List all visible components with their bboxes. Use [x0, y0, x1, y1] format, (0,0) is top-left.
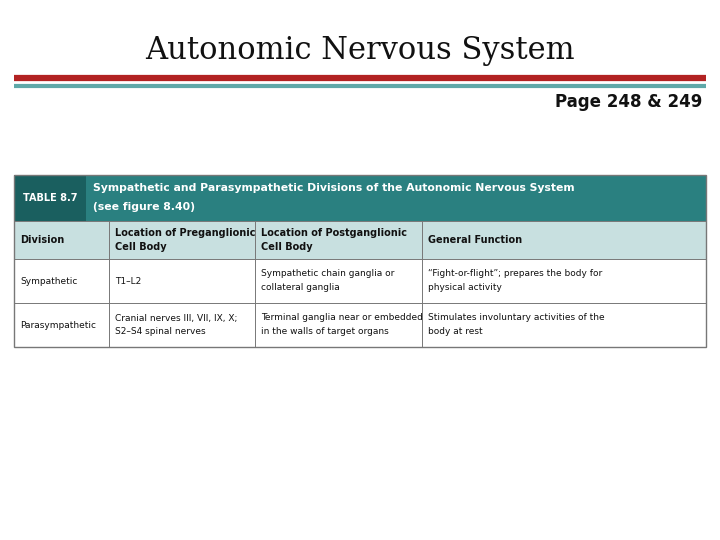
Text: Sympathetic chain ganglia or: Sympathetic chain ganglia or	[261, 269, 395, 279]
Text: Stimulates involuntary activities of the: Stimulates involuntary activities of the	[428, 314, 605, 322]
Text: body at rest: body at rest	[428, 327, 482, 336]
Text: “Fight-or-flight”; prepares the body for: “Fight-or-flight”; prepares the body for	[428, 269, 602, 279]
Text: Terminal ganglia near or embedded: Terminal ganglia near or embedded	[261, 314, 423, 322]
Text: (see figure 8.40): (see figure 8.40)	[93, 202, 195, 212]
Text: Cell Body: Cell Body	[115, 242, 166, 252]
Text: Division: Division	[20, 235, 64, 245]
Text: General Function: General Function	[428, 235, 522, 245]
FancyBboxPatch shape	[14, 303, 706, 347]
Text: S2–S4 spinal nerves: S2–S4 spinal nerves	[115, 327, 206, 336]
FancyBboxPatch shape	[14, 175, 86, 221]
Text: collateral ganglia: collateral ganglia	[261, 284, 340, 293]
Text: TABLE 8.7: TABLE 8.7	[23, 193, 77, 203]
Text: in the walls of target organs: in the walls of target organs	[261, 327, 389, 336]
Text: Cranial nerves III, VII, IX, X;: Cranial nerves III, VII, IX, X;	[115, 314, 238, 322]
Text: physical activity: physical activity	[428, 284, 502, 293]
Text: Sympathetic: Sympathetic	[20, 276, 77, 286]
Text: Page 248 & 249: Page 248 & 249	[554, 93, 702, 111]
Text: Location of Preganglionic: Location of Preganglionic	[115, 228, 256, 238]
Text: Cell Body: Cell Body	[261, 242, 312, 252]
FancyBboxPatch shape	[14, 259, 706, 303]
Text: Parasympathetic: Parasympathetic	[20, 321, 96, 329]
Text: Autonomic Nervous System: Autonomic Nervous System	[145, 35, 575, 65]
Text: Location of Postganglionic: Location of Postganglionic	[261, 228, 407, 238]
Text: T1–L2: T1–L2	[115, 276, 141, 286]
FancyBboxPatch shape	[14, 221, 706, 259]
FancyBboxPatch shape	[14, 175, 706, 221]
Text: Sympathetic and Parasympathetic Divisions of the Autonomic Nervous System: Sympathetic and Parasympathetic Division…	[93, 183, 575, 193]
